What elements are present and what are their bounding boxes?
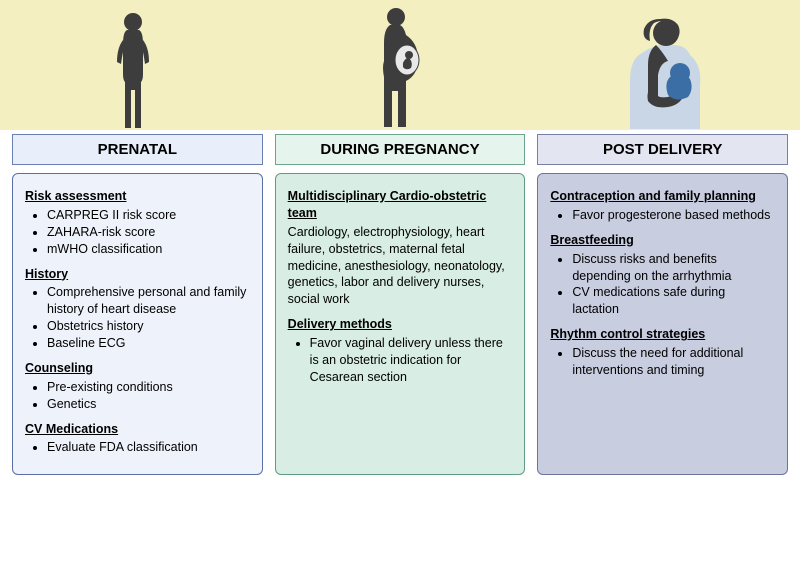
section-bullets: Discuss risks and benefits depending on … (550, 251, 775, 319)
bullet-item: Evaluate FDA classification (47, 439, 250, 456)
section-bullets: Comprehensive personal and family histor… (25, 284, 250, 352)
silhouette-prenatal-icon (103, 10, 163, 130)
section-title: CV Medications (25, 421, 250, 438)
bullet-item: Genetics (47, 396, 250, 413)
header-pregnancy-label: DURING PREGNANCY (320, 141, 479, 158)
figure-pregnant (267, 0, 534, 130)
section-bullets: Discuss the need for additional interven… (550, 345, 775, 379)
header-postdelivery: POST DELIVERY (537, 134, 788, 165)
bullet-item: Obstetrics history (47, 318, 250, 335)
bullet-item: Discuss risks and benefits depending on … (572, 251, 775, 285)
section-title: Delivery methods (288, 316, 513, 333)
bullet-item: Favor progesterone based methods (572, 207, 775, 224)
section-title: Counseling (25, 360, 250, 377)
figure-prenatal (0, 0, 267, 130)
section-title: Risk assessment (25, 188, 250, 205)
bullet-item: CARPREG II risk score (47, 207, 250, 224)
section-title: History (25, 266, 250, 283)
section-title: Breastfeeding (550, 232, 775, 249)
bullet-item: mWHO classification (47, 241, 250, 258)
header-row: PRENATAL DURING PREGNANCY POST DELIVERY (0, 130, 800, 173)
section-title: Multidisciplinary Cardio-obstetric team (288, 188, 513, 222)
section-title: Rhythm control strategies (550, 326, 775, 343)
bullet-item: Discuss the need for additional interven… (572, 345, 775, 379)
section-bullets: Favor progesterone based methods (550, 207, 775, 224)
figure-postdelivery (533, 0, 800, 130)
header-postdelivery-label: POST DELIVERY (603, 141, 722, 158)
section-bullets: CARPREG II risk scoreZAHARA-risk scoremW… (25, 207, 250, 258)
bullet-item: Baseline ECG (47, 335, 250, 352)
top-illustration-band (0, 0, 800, 130)
section-bullets: Pre-existing conditionsGenetics (25, 379, 250, 413)
header-pregnancy: DURING PREGNANCY (275, 134, 526, 165)
section-title: Contraception and family planning (550, 188, 775, 205)
bullet-item: Comprehensive personal and family histor… (47, 284, 250, 318)
header-prenatal: PRENATAL (12, 134, 263, 165)
bullet-item: ZAHARA-risk score (47, 224, 250, 241)
bullet-item: Favor vaginal delivery unless there is a… (310, 335, 513, 386)
column-postdelivery: Contraception and family planning Favor p… (537, 173, 788, 475)
silhouette-breastfeeding-icon (612, 15, 722, 130)
bullet-item: Pre-existing conditions (47, 379, 250, 396)
silhouette-pregnant-icon (360, 5, 440, 130)
column-prenatal: Risk assessment CARPREG II risk scoreZAHA… (12, 173, 263, 475)
column-pregnancy: Multidisciplinary Cardio-obstetric teamC… (275, 173, 526, 475)
content-row: Risk assessment CARPREG II risk scoreZAHA… (0, 173, 800, 487)
bullet-item: CV medications safe during lactation (572, 284, 775, 318)
section-bullets: Favor vaginal delivery unless there is a… (288, 335, 513, 386)
header-prenatal-label: PRENATAL (98, 141, 177, 158)
section-bullets: Evaluate FDA classification (25, 439, 250, 456)
section-paragraph: Cardiology, electrophysiology, heart fai… (288, 224, 513, 308)
